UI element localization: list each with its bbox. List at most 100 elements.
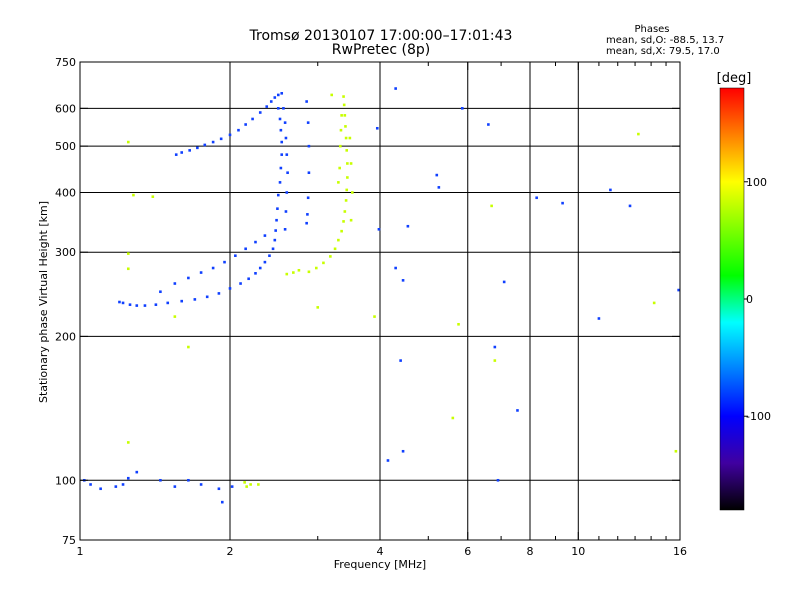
- data-point: [228, 133, 232, 137]
- data-point: [180, 151, 184, 154]
- data-point: [349, 218, 353, 222]
- data-point: [333, 247, 337, 251]
- data-point: [126, 476, 130, 480]
- data-point: [435, 173, 439, 177]
- data-point: [258, 266, 262, 270]
- data-point: [244, 247, 247, 251]
- data-point: [337, 181, 340, 184]
- data-point: [199, 483, 203, 486]
- data-point: [340, 229, 343, 233]
- data-point: [284, 136, 288, 140]
- data-point: [230, 485, 234, 488]
- data-point: [346, 162, 349, 165]
- data-point: [306, 196, 310, 200]
- data-point: [151, 195, 155, 198]
- data-point: [329, 255, 332, 258]
- colorbar-tick-label: -100: [746, 410, 771, 423]
- data-point: [193, 298, 197, 301]
- data-point: [126, 441, 130, 444]
- data-point: [394, 266, 397, 270]
- data-point: [342, 103, 346, 107]
- data-point: [343, 210, 347, 213]
- data-point: [114, 485, 118, 488]
- data-point: [297, 268, 301, 272]
- data-point: [135, 470, 139, 474]
- data-point: [132, 193, 135, 197]
- data-point: [154, 303, 158, 306]
- data-point: [211, 266, 215, 270]
- data-point: [173, 315, 177, 318]
- data-point: [344, 125, 347, 128]
- data-point: [348, 136, 352, 140]
- data-point: [283, 121, 287, 124]
- y-tick-label: 200: [55, 330, 76, 343]
- data-point: [345, 188, 349, 192]
- data-point: [203, 143, 207, 147]
- x-tick-label: 4: [377, 545, 384, 558]
- data-point: [276, 193, 280, 197]
- data-point: [217, 487, 221, 491]
- data-point: [487, 123, 490, 126]
- y-tick-label: 100: [55, 474, 76, 487]
- data-point: [351, 191, 354, 194]
- x-axis-label: Frequency [MHz]: [334, 558, 426, 571]
- data-point: [251, 117, 254, 121]
- data-point: [273, 96, 277, 99]
- x-tick-label: 16: [673, 545, 687, 558]
- data-point: [121, 483, 125, 486]
- x-tick-label: 2: [227, 545, 234, 558]
- data-point: [273, 238, 277, 242]
- data-point: [280, 140, 284, 144]
- y-tick-label: 75: [62, 534, 76, 547]
- data-point: [457, 322, 460, 326]
- data-point: [652, 301, 656, 305]
- data-point: [187, 478, 190, 482]
- data-point: [343, 114, 347, 117]
- data-point: [401, 279, 405, 282]
- data-point: [217, 292, 221, 295]
- data-point: [342, 95, 345, 98]
- data-point: [121, 301, 125, 305]
- y-tick-label: 500: [55, 140, 76, 153]
- data-point: [268, 254, 271, 258]
- data-point: [234, 254, 237, 258]
- data-point: [254, 272, 257, 275]
- colorbar-tick-label: 0: [746, 293, 753, 306]
- data-point: [205, 295, 209, 299]
- data-point: [173, 485, 177, 488]
- data-point: [322, 261, 325, 265]
- data-point: [292, 271, 295, 274]
- data-point: [628, 204, 632, 208]
- data-point: [279, 166, 283, 170]
- data-point: [637, 132, 640, 136]
- data-point: [340, 114, 343, 117]
- data-point: [339, 128, 343, 132]
- data-point: [386, 459, 390, 462]
- data-point: [280, 153, 284, 156]
- data-point: [188, 149, 191, 152]
- data-point: [307, 270, 311, 274]
- data-point: [135, 304, 139, 307]
- data-point: [437, 186, 441, 189]
- data-point: [306, 121, 310, 124]
- data-point: [597, 317, 601, 320]
- data-point: [89, 483, 92, 486]
- data-point: [316, 306, 320, 309]
- data-point: [196, 146, 199, 150]
- data-point: [247, 277, 250, 281]
- y-tick-label: 400: [55, 186, 76, 199]
- data-point: [399, 359, 402, 362]
- data-point: [265, 105, 269, 108]
- data-point: [609, 188, 612, 192]
- data-point: [516, 409, 519, 412]
- data-point: [307, 171, 311, 175]
- data-point: [338, 166, 341, 170]
- axes: [79, 61, 681, 541]
- data-point: [126, 252, 130, 255]
- data-point: [223, 260, 226, 264]
- data-point: [276, 207, 279, 210]
- data-point: [377, 228, 381, 231]
- data-point: [187, 276, 190, 280]
- data-point: [173, 282, 177, 285]
